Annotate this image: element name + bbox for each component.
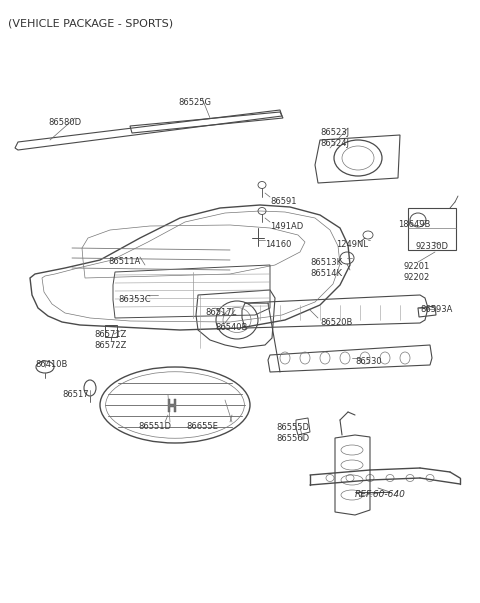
Text: 1491AD: 1491AD: [270, 222, 303, 231]
Text: 86511A: 86511A: [108, 257, 140, 266]
Text: 14160: 14160: [265, 240, 291, 249]
Text: 86523J
86524J: 86523J 86524J: [320, 128, 349, 148]
Text: 86591: 86591: [270, 197, 297, 206]
Text: 86530: 86530: [355, 357, 382, 366]
Text: 92201
92202: 92201 92202: [403, 262, 429, 282]
Polygon shape: [168, 399, 176, 412]
Text: 86520B: 86520B: [320, 318, 352, 327]
Text: 86517: 86517: [62, 390, 89, 399]
Text: 86551D: 86551D: [138, 422, 171, 431]
Text: 86540B: 86540B: [215, 323, 247, 332]
Text: REF.60-640: REF.60-640: [355, 490, 406, 499]
Text: (VEHICLE PACKAGE - SPORTS): (VEHICLE PACKAGE - SPORTS): [8, 18, 173, 28]
Text: 86525G: 86525G: [178, 98, 211, 107]
Text: 86593A: 86593A: [420, 305, 452, 314]
Text: 1249NL: 1249NL: [336, 240, 368, 249]
Text: 86513K
86514K: 86513K 86514K: [310, 258, 342, 278]
Text: 86571Z
86572Z: 86571Z 86572Z: [94, 330, 126, 350]
Text: 18649B: 18649B: [398, 220, 431, 229]
Text: 92330D: 92330D: [415, 242, 448, 251]
Text: 86580D: 86580D: [48, 118, 81, 127]
Text: 86353C: 86353C: [118, 295, 151, 304]
Text: 86517L: 86517L: [205, 308, 236, 317]
Text: 86555D
86556D: 86555D 86556D: [276, 423, 309, 443]
Text: 86410B: 86410B: [35, 360, 67, 369]
Text: 86655E: 86655E: [186, 422, 218, 431]
